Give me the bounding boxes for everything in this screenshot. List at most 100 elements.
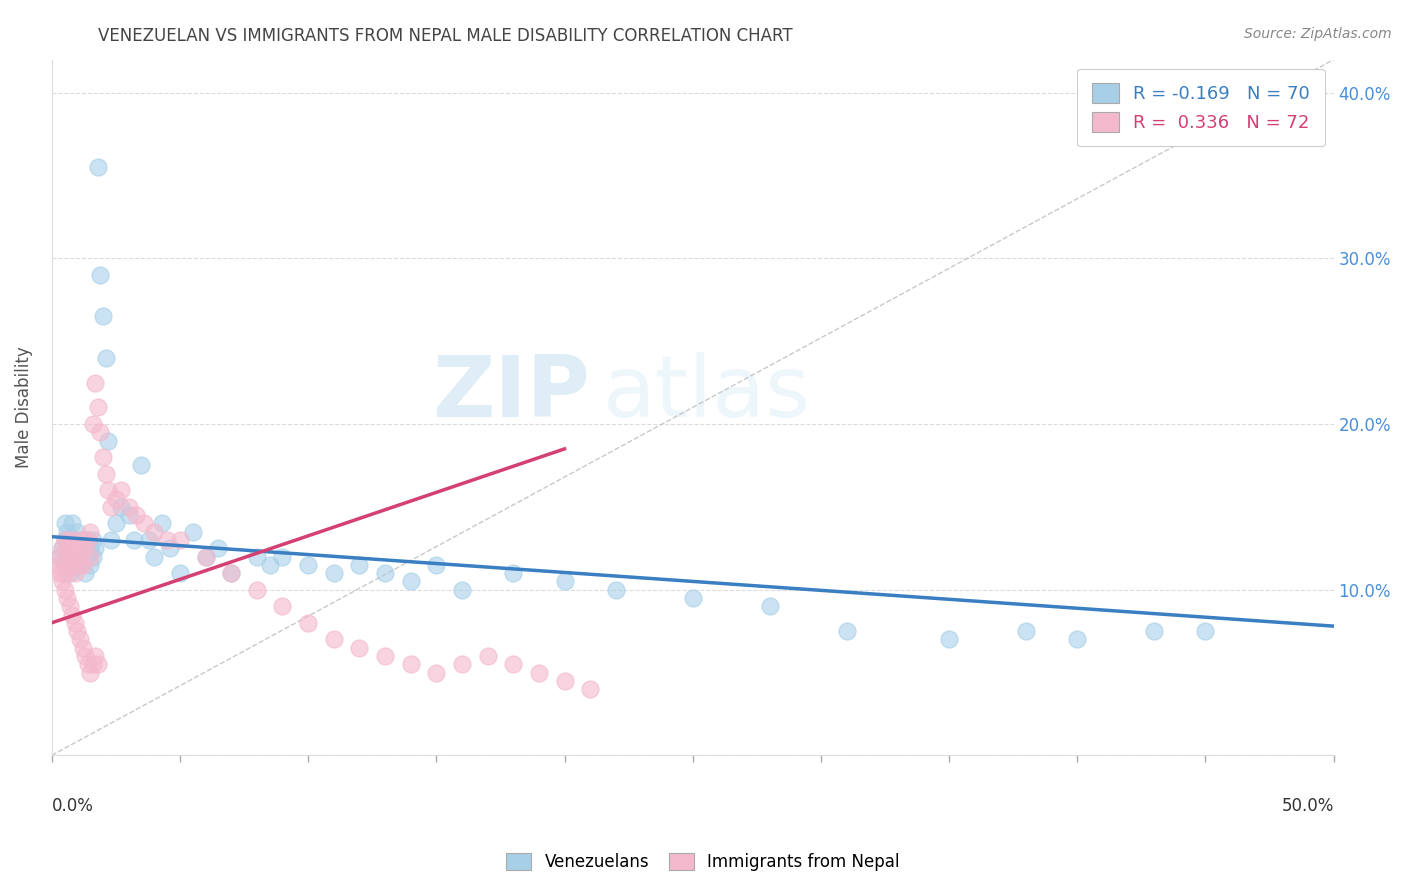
Point (322, 632, 344, 647)
Point (91, 310, 114, 324)
Point (553, 574, 575, 589)
Point (138, 533, 160, 547)
Point (79, 524, 101, 539)
Point (60, 516, 83, 531)
Point (502, 566, 524, 581)
Point (60, 558, 83, 572)
Point (75, 549, 97, 564)
Point (66, 541, 89, 556)
Point (104, 491, 127, 506)
Point (219, 566, 242, 581)
Point (72, 558, 94, 572)
Point (53, 558, 76, 572)
Point (100, 533, 122, 547)
Point (758, 599, 780, 614)
Point (374, 566, 396, 581)
Point (48, 549, 70, 564)
Point (56, 566, 79, 581)
Point (425, 558, 447, 572)
Point (79, 665, 101, 680)
Point (122, 533, 145, 547)
Point (82, 533, 104, 547)
Point (59, 599, 82, 614)
Point (87, 401, 110, 415)
Point (91, 450, 114, 465)
Point (349, 640, 371, 655)
Point (84, 648, 107, 663)
Point (94, 467, 117, 481)
Point (63, 549, 86, 564)
Point (69, 549, 91, 564)
Point (72, 640, 94, 655)
Point (82, 657, 104, 672)
Point (451, 657, 474, 672)
Point (56, 549, 79, 564)
Point (131, 458, 153, 473)
Point (75, 648, 97, 663)
Point (60, 533, 83, 547)
Legend: R = -0.169   N = 70, R =  0.336   N = 72: R = -0.169 N = 70, R = 0.336 N = 72 (1077, 69, 1324, 146)
Point (63, 615, 86, 630)
Point (527, 665, 550, 680)
Point (72, 533, 94, 547)
Point (53, 533, 76, 547)
Text: 50.0%: 50.0% (1281, 797, 1334, 815)
Point (76, 657, 98, 672)
Point (502, 657, 524, 672)
Point (104, 516, 127, 531)
Point (76, 533, 98, 547)
Point (66, 624, 89, 639)
Point (118, 508, 141, 523)
Point (53, 582, 76, 597)
Point (100, 500, 122, 514)
Point (110, 500, 132, 514)
Point (89, 425, 111, 440)
Point (66, 533, 89, 547)
Text: 0.0%: 0.0% (52, 797, 94, 815)
Point (59, 541, 82, 556)
Point (271, 549, 294, 564)
Point (1143, 624, 1166, 639)
Point (97, 434, 120, 448)
Point (118, 500, 141, 514)
Point (82, 549, 104, 564)
Point (150, 516, 173, 531)
Point (259, 558, 281, 572)
Point (48, 566, 70, 581)
Point (79, 549, 101, 564)
Point (194, 549, 217, 564)
Point (69, 558, 91, 572)
Point (60, 541, 83, 556)
Point (51, 541, 73, 556)
Point (271, 599, 294, 614)
Point (143, 524, 166, 539)
Point (53, 516, 76, 531)
Text: Source: ZipAtlas.com: Source: ZipAtlas.com (1244, 27, 1392, 41)
Point (399, 657, 422, 672)
Point (51, 574, 73, 589)
Text: ZIP: ZIP (433, 352, 591, 435)
Point (605, 582, 627, 597)
Point (835, 624, 858, 639)
Point (69, 632, 91, 647)
Point (72, 533, 94, 547)
Text: VENEZUELAN VS IMMIGRANTS FROM NEPAL MALE DISABILITY CORRELATION CHART: VENEZUELAN VS IMMIGRANTS FROM NEPAL MALE… (98, 27, 793, 45)
Point (246, 582, 269, 597)
Point (97, 483, 120, 498)
Point (84, 376, 107, 390)
Point (59, 566, 82, 581)
Point (82, 417, 104, 431)
Point (1015, 624, 1038, 639)
Point (938, 632, 960, 647)
Point (94, 351, 117, 365)
Point (60, 607, 83, 622)
Point (75, 541, 97, 556)
Point (69, 558, 91, 572)
Legend: Venezuelans, Immigrants from Nepal: Venezuelans, Immigrants from Nepal (498, 845, 908, 880)
Point (69, 541, 91, 556)
Point (56, 524, 79, 539)
Y-axis label: Male Disability: Male Disability (15, 347, 32, 468)
Point (87, 161, 110, 175)
Point (219, 566, 242, 581)
Point (143, 549, 166, 564)
